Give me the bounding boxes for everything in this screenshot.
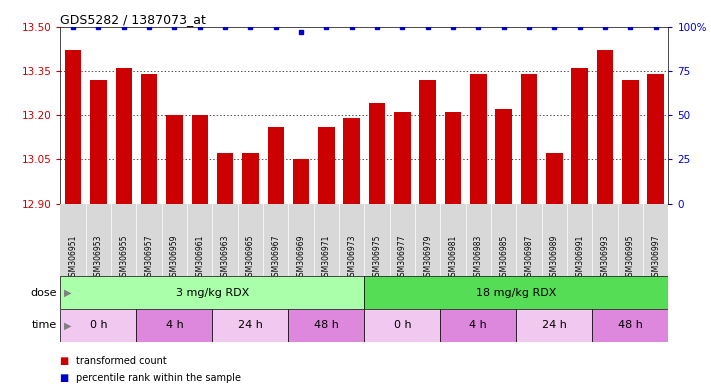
Bar bbox=[592, 309, 668, 342]
Bar bbox=[60, 276, 364, 309]
Text: 0 h: 0 h bbox=[90, 320, 107, 331]
Bar bbox=[364, 309, 440, 342]
Bar bbox=[213, 309, 289, 342]
Text: 48 h: 48 h bbox=[314, 320, 339, 331]
Text: 18 mg/kg RDX: 18 mg/kg RDX bbox=[476, 288, 557, 298]
Text: transformed count: transformed count bbox=[76, 356, 167, 366]
Text: time: time bbox=[31, 320, 57, 331]
Bar bbox=[289, 309, 365, 342]
Bar bbox=[445, 112, 461, 204]
Text: ▶: ▶ bbox=[64, 320, 72, 331]
Bar bbox=[516, 309, 592, 342]
Bar bbox=[242, 154, 259, 204]
Bar bbox=[394, 112, 411, 204]
Text: 3 mg/kg RDX: 3 mg/kg RDX bbox=[176, 288, 249, 298]
Bar bbox=[572, 68, 588, 204]
Text: 4 h: 4 h bbox=[166, 320, 183, 331]
Bar bbox=[318, 127, 335, 204]
Text: ▶: ▶ bbox=[64, 288, 72, 298]
Bar bbox=[648, 74, 664, 204]
Text: ■: ■ bbox=[60, 373, 73, 383]
Bar bbox=[115, 68, 132, 204]
Bar bbox=[622, 80, 638, 204]
Text: ■: ■ bbox=[60, 356, 73, 366]
Bar bbox=[217, 154, 233, 204]
Text: 4 h: 4 h bbox=[469, 320, 487, 331]
Bar bbox=[546, 154, 562, 204]
Bar bbox=[419, 80, 436, 204]
Bar bbox=[60, 309, 137, 342]
Text: 24 h: 24 h bbox=[542, 320, 567, 331]
Bar bbox=[440, 309, 516, 342]
Bar bbox=[90, 80, 107, 204]
Text: dose: dose bbox=[31, 288, 57, 298]
Text: 48 h: 48 h bbox=[618, 320, 643, 331]
Bar bbox=[470, 74, 486, 204]
Bar bbox=[267, 127, 284, 204]
Bar bbox=[496, 109, 512, 204]
Bar bbox=[191, 115, 208, 204]
Text: 0 h: 0 h bbox=[394, 320, 411, 331]
Bar bbox=[293, 159, 309, 204]
Text: 24 h: 24 h bbox=[238, 320, 263, 331]
Bar bbox=[65, 50, 81, 204]
Text: GDS5282 / 1387073_at: GDS5282 / 1387073_at bbox=[60, 13, 206, 26]
Bar bbox=[369, 103, 385, 204]
Bar bbox=[364, 276, 668, 309]
Bar bbox=[141, 74, 157, 204]
Bar bbox=[137, 309, 213, 342]
Bar bbox=[520, 74, 538, 204]
Text: percentile rank within the sample: percentile rank within the sample bbox=[76, 373, 241, 383]
Bar bbox=[597, 50, 614, 204]
Bar bbox=[343, 118, 360, 204]
Bar bbox=[166, 115, 183, 204]
